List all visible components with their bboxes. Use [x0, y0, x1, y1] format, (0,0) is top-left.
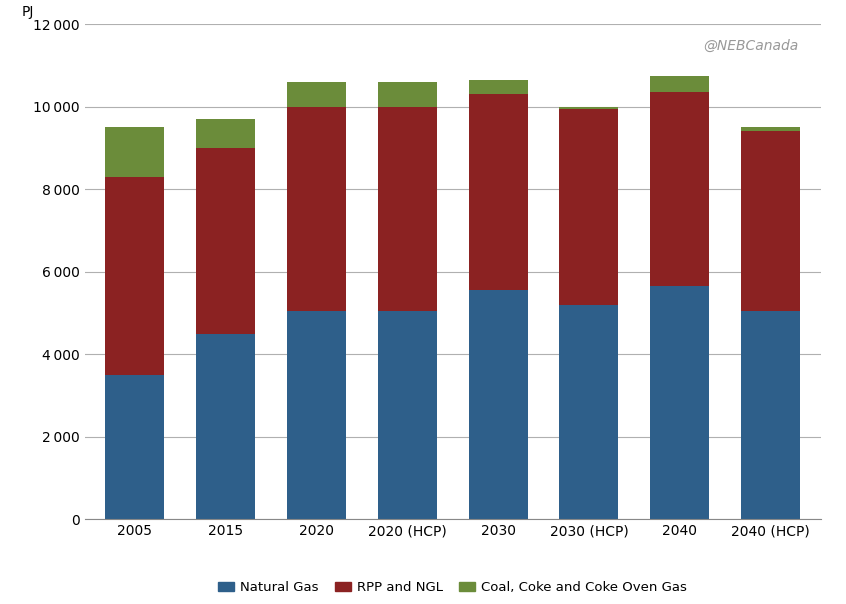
Bar [651, 92, 709, 286]
Bar [559, 305, 618, 519]
Bar [196, 333, 255, 519]
Bar [469, 291, 528, 519]
Bar [651, 286, 709, 519]
Bar [196, 148, 255, 333]
Bar [105, 375, 164, 519]
Bar [741, 127, 800, 132]
Bar [287, 311, 346, 519]
Bar [559, 109, 618, 305]
Legend: Natural Gas, RPP and NGL, Coal, Coke and Coke Oven Gas: Natural Gas, RPP and NGL, Coal, Coke and… [212, 576, 693, 599]
Bar [651, 76, 709, 92]
Bar [377, 82, 437, 107]
Bar [287, 107, 346, 311]
Bar [559, 107, 618, 109]
Bar [377, 311, 437, 519]
Text: PJ: PJ [22, 5, 35, 19]
Bar [741, 311, 800, 519]
Bar [469, 80, 528, 94]
Bar [469, 94, 528, 291]
Bar [105, 127, 164, 177]
Bar [105, 177, 164, 375]
Bar [287, 82, 346, 107]
Bar [741, 132, 800, 311]
Text: @NEBCanada: @NEBCanada [703, 39, 799, 53]
Bar [377, 107, 437, 311]
Bar [196, 119, 255, 148]
